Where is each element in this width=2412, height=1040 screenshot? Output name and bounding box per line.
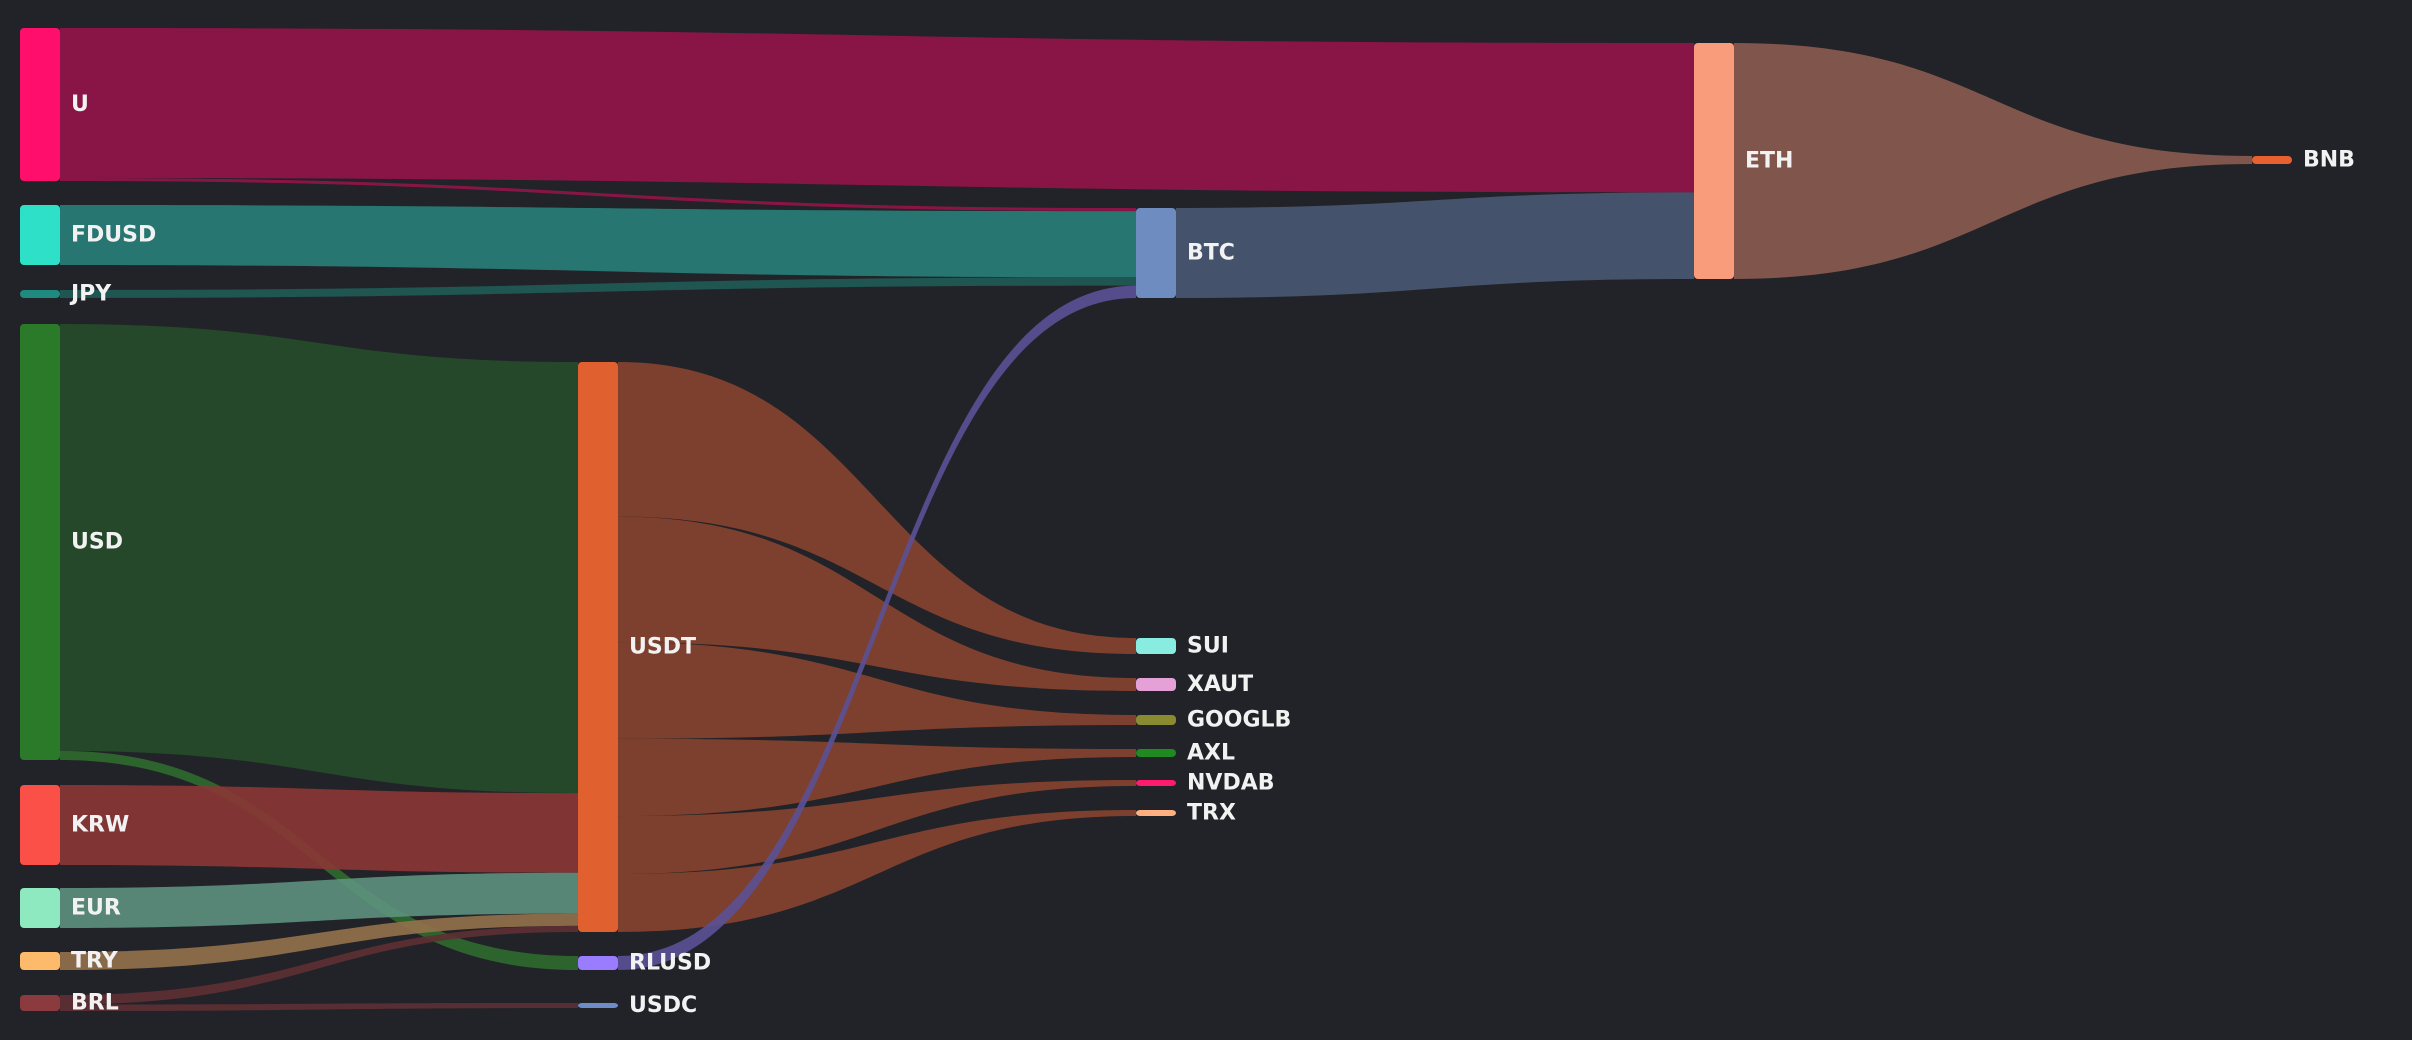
- link-rlusd-to-btc[interactable]: [618, 285, 1136, 971]
- node-eth[interactable]: [1694, 43, 1734, 279]
- node-label-usd: USD: [71, 530, 123, 555]
- node-jpy[interactable]: [20, 290, 60, 298]
- link-usdt-to-axl[interactable]: [618, 738, 1136, 817]
- node-usd[interactable]: [20, 324, 60, 760]
- link-usdt-to-xaut[interactable]: [618, 516, 1136, 691]
- node-googlb[interactable]: [1136, 715, 1176, 725]
- node-label-brl: BRL: [71, 991, 119, 1016]
- node-label-eth: ETH: [1745, 149, 1793, 174]
- link-eur-to-usdt[interactable]: [60, 872, 578, 928]
- node-label-axl: AXL: [1187, 741, 1235, 766]
- link-jpy-to-btc[interactable]: [60, 277, 1136, 298]
- node-label-usdt: USDT: [629, 635, 696, 660]
- node-label-googlb: GOOGLB: [1187, 708, 1291, 733]
- node-axl[interactable]: [1136, 749, 1176, 757]
- node-label-rlusd: RLUSD: [629, 951, 711, 976]
- node-label-xaut: XAUT: [1187, 672, 1253, 697]
- node-label-usdc: USDC: [629, 993, 697, 1018]
- node-usdc[interactable]: [578, 1003, 618, 1008]
- link-krw-to-usdt[interactable]: [60, 785, 578, 873]
- node-nvdab[interactable]: [1136, 780, 1176, 786]
- node-label-fdusd: FDUSD: [71, 223, 156, 248]
- link-usdt-to-nvdab[interactable]: [618, 780, 1136, 875]
- link-brl-to-usdt[interactable]: [60, 925, 578, 1005]
- link-usd-to-usdt[interactable]: [60, 324, 578, 794]
- node-label-trx: TRX: [1187, 801, 1236, 826]
- node-sui[interactable]: [1136, 638, 1176, 654]
- link-btc-to-eth[interactable]: [1176, 192, 1694, 298]
- sankey-links: [60, 28, 2252, 1011]
- link-u-to-eth[interactable]: [60, 28, 1694, 193]
- link-u-to-btc[interactable]: [60, 178, 1136, 212]
- node-label-eur: EUR: [71, 896, 121, 921]
- link-usdt-to-googlb[interactable]: [618, 642, 1136, 739]
- node-label-u: U: [71, 92, 89, 117]
- node-label-sui: SUI: [1187, 634, 1229, 659]
- node-rlusd[interactable]: [578, 956, 618, 970]
- sankey-nodes: [20, 28, 2292, 1011]
- node-label-btc: BTC: [1187, 241, 1235, 266]
- node-krw[interactable]: [20, 785, 60, 865]
- node-try[interactable]: [20, 952, 60, 970]
- node-btc[interactable]: [1136, 208, 1176, 298]
- node-label-try: TRY: [71, 949, 119, 974]
- node-label-jpy: JPY: [69, 282, 112, 307]
- link-usdt-to-sui[interactable]: [618, 362, 1136, 654]
- node-brl[interactable]: [20, 995, 60, 1011]
- node-fdusd[interactable]: [20, 205, 60, 265]
- sankey-labels: U FDUSD JPY USD KRW EUR TRY BRL USDT RLUSD USDC BTC…: [69, 92, 2355, 1018]
- node-label-bnb: BNB: [2303, 148, 2355, 173]
- node-xaut[interactable]: [1136, 678, 1176, 691]
- node-label-nvdab: NVDAB: [1187, 771, 1275, 796]
- node-trx[interactable]: [1136, 810, 1176, 816]
- node-label-krw: KRW: [71, 813, 129, 838]
- node-bnb[interactable]: [2252, 156, 2292, 164]
- link-eth-to-bnb[interactable]: [1734, 43, 2252, 279]
- node-eur[interactable]: [20, 888, 60, 928]
- node-usdt[interactable]: [578, 362, 618, 932]
- node-u[interactable]: [20, 28, 60, 181]
- link-try-to-usdt[interactable]: [60, 913, 578, 970]
- link-fdusd-to-btc[interactable]: [60, 205, 1136, 278]
- link-usdt-to-trx[interactable]: [618, 810, 1136, 932]
- link-brl-to-usdc[interactable]: [60, 1003, 578, 1011]
